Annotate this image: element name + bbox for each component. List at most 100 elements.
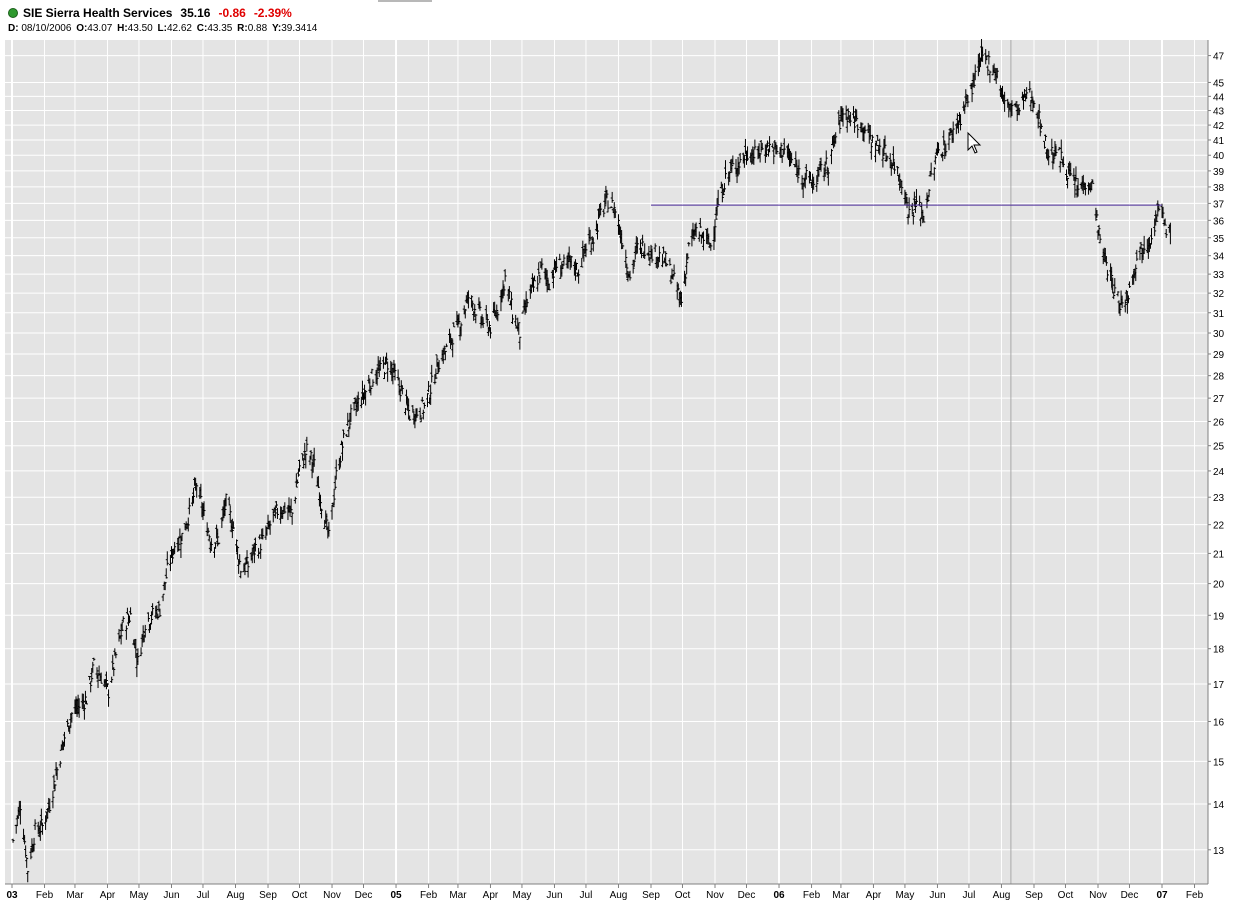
y-tick-label: 14 — [1213, 800, 1225, 811]
x-tick-label: Mar — [832, 890, 850, 901]
y-tick-label: 25 — [1213, 442, 1225, 453]
close-value: 43.35 — [207, 23, 233, 34]
x-tick-label: Nov — [706, 890, 724, 901]
mouse-pointer-icon — [967, 131, 982, 154]
y-tick-label: 47 — [1213, 52, 1225, 63]
x-tick-label: Apr — [100, 890, 116, 901]
close-label: C: — [196, 23, 208, 34]
x-tick-label: 03 — [6, 890, 18, 901]
price-change: -0.86 — [218, 6, 246, 20]
y-tick-label: 42 — [1213, 121, 1225, 132]
x-tick-label: Feb — [420, 890, 438, 901]
x-tick-label: Dec — [355, 890, 373, 901]
y-tick-label: 23 — [1213, 493, 1225, 504]
x-tick-label: Jul — [963, 890, 976, 901]
y-tick-label: 15 — [1213, 757, 1225, 768]
x-tick-label: Apr — [483, 890, 499, 901]
x-tick-label: May — [512, 890, 531, 901]
y-tick-label: 17 — [1213, 680, 1225, 691]
x-tick-label: Jun — [929, 890, 945, 901]
y-tick-label: 20 — [1213, 580, 1225, 591]
y-tick-label: 24 — [1213, 467, 1225, 478]
x-tick-label: Feb — [803, 890, 821, 901]
y-tick-label: 19 — [1213, 611, 1225, 622]
y-tick-labels: 13 14 15 16 17 18 19 20 21 22 23 24 25 26 27 28 29 30 31 32… — [1208, 52, 1225, 857]
y-gridlines — [5, 55, 1208, 851]
y-tick-label: 38 — [1213, 183, 1225, 194]
y-tick-label: 37 — [1213, 199, 1225, 210]
quote-line: SIE Sierra Health Services 35.16 -0.86 -… — [8, 5, 300, 21]
y-tick-label: 27 — [1213, 394, 1225, 405]
x-tick-label: Aug — [993, 890, 1011, 901]
y-tick-label: 21 — [1213, 549, 1225, 560]
x-tick-label: Nov — [323, 890, 341, 901]
range-label: R: — [237, 23, 248, 34]
price-change-percent: -2.39% — [253, 6, 292, 20]
x-tick-label: Sep — [642, 890, 660, 901]
y-tick-label: 29 — [1213, 350, 1225, 361]
price-chart[interactable]: 13 14 15 16 17 18 19 20 21 22 23 24 25 26 27 28 29 30 31 32… — [0, 38, 1237, 906]
date-label: D: — [8, 23, 19, 34]
y-tick-label: 16 — [1213, 717, 1225, 728]
x-tick-label: Dec — [1121, 890, 1139, 901]
y-axis[interactable] — [1208, 40, 1237, 906]
y-tick-label: 45 — [1213, 78, 1225, 89]
y-tick-label: 36 — [1213, 216, 1225, 227]
y-tick-label: 13 — [1213, 846, 1225, 857]
y-tick-label: 40 — [1213, 151, 1225, 162]
y-label: Y: — [271, 23, 282, 34]
x-tick-label: May — [895, 890, 914, 901]
last-price: 35.16 — [180, 6, 211, 20]
x-tick-label: Apr — [866, 890, 882, 901]
chart-header: SIE Sierra Health Services 35.16 -0.86 -… — [0, 0, 1237, 38]
x-tick-label: Feb — [36, 890, 54, 901]
open-label: O: — [76, 23, 88, 34]
x-tick-label: May — [130, 890, 149, 901]
status-dot-icon — [8, 8, 18, 18]
high-value: 43.50 — [127, 23, 153, 34]
symbol-name[interactable]: SIE Sierra Health Services — [23, 6, 173, 20]
y-tick-label: 30 — [1213, 329, 1225, 340]
x-tick-label: Feb — [1186, 890, 1204, 901]
x-tick-label: Jun — [546, 890, 562, 901]
x-tick-label: Mar — [66, 890, 84, 901]
x-tick-label: Nov — [1089, 890, 1107, 901]
x-tick-label: Jul — [197, 890, 210, 901]
x-tick-label: Oct — [1058, 890, 1074, 901]
x-tick-label: Oct — [675, 890, 691, 901]
y-tick-label: 43 — [1213, 107, 1225, 118]
x-tick-label: Jul — [580, 890, 593, 901]
y-tick-label: 18 — [1213, 645, 1225, 656]
x-tick-label: Dec — [738, 890, 756, 901]
y-tick-label: 34 — [1213, 252, 1225, 263]
x-tick-label: Jun — [163, 890, 179, 901]
x-tick-labels: 03 Feb Mar Apr May Jun Jul Aug Sep Oct Nov Dec 05 Feb… — [6, 884, 1204, 901]
x-tick-label: Mar — [449, 890, 467, 901]
plot-area[interactable] — [5, 40, 1208, 884]
x-tick-label: 05 — [390, 890, 402, 901]
x-tick-label: Sep — [259, 890, 277, 901]
x-axis[interactable] — [0, 884, 1237, 906]
y-value: 39.3414 — [281, 23, 318, 34]
y-tick-label: 39 — [1213, 167, 1225, 178]
y-tick-label: 31 — [1213, 309, 1225, 320]
y-tick-label: 28 — [1213, 372, 1225, 383]
ohlc-bars — [11, 39, 1171, 883]
x-tick-label: Aug — [227, 890, 245, 901]
x-tick-label: Sep — [1025, 890, 1043, 901]
date-value: 08/10/2006 — [21, 23, 72, 34]
tab-indicator[interactable] — [378, 0, 432, 2]
y-tick-label: 41 — [1213, 136, 1225, 147]
cursor-readout: D: 08/10/2006 O:43.07 H:43.50 L:42.62 C:… — [8, 23, 319, 37]
y-tick-label: 22 — [1213, 521, 1225, 532]
open-value: 43.07 — [87, 23, 113, 34]
y-tick-label: 33 — [1213, 270, 1225, 281]
y-tick-label: 26 — [1213, 417, 1225, 428]
x-tick-label: 06 — [773, 890, 785, 901]
y-tick-label: 32 — [1213, 289, 1225, 300]
x-gridlines — [11, 40, 1196, 884]
x-tick-label: 07 — [1156, 890, 1168, 901]
high-label: H: — [117, 23, 128, 34]
x-tick-label: Aug — [610, 890, 628, 901]
y-tick-label: 44 — [1213, 92, 1225, 103]
